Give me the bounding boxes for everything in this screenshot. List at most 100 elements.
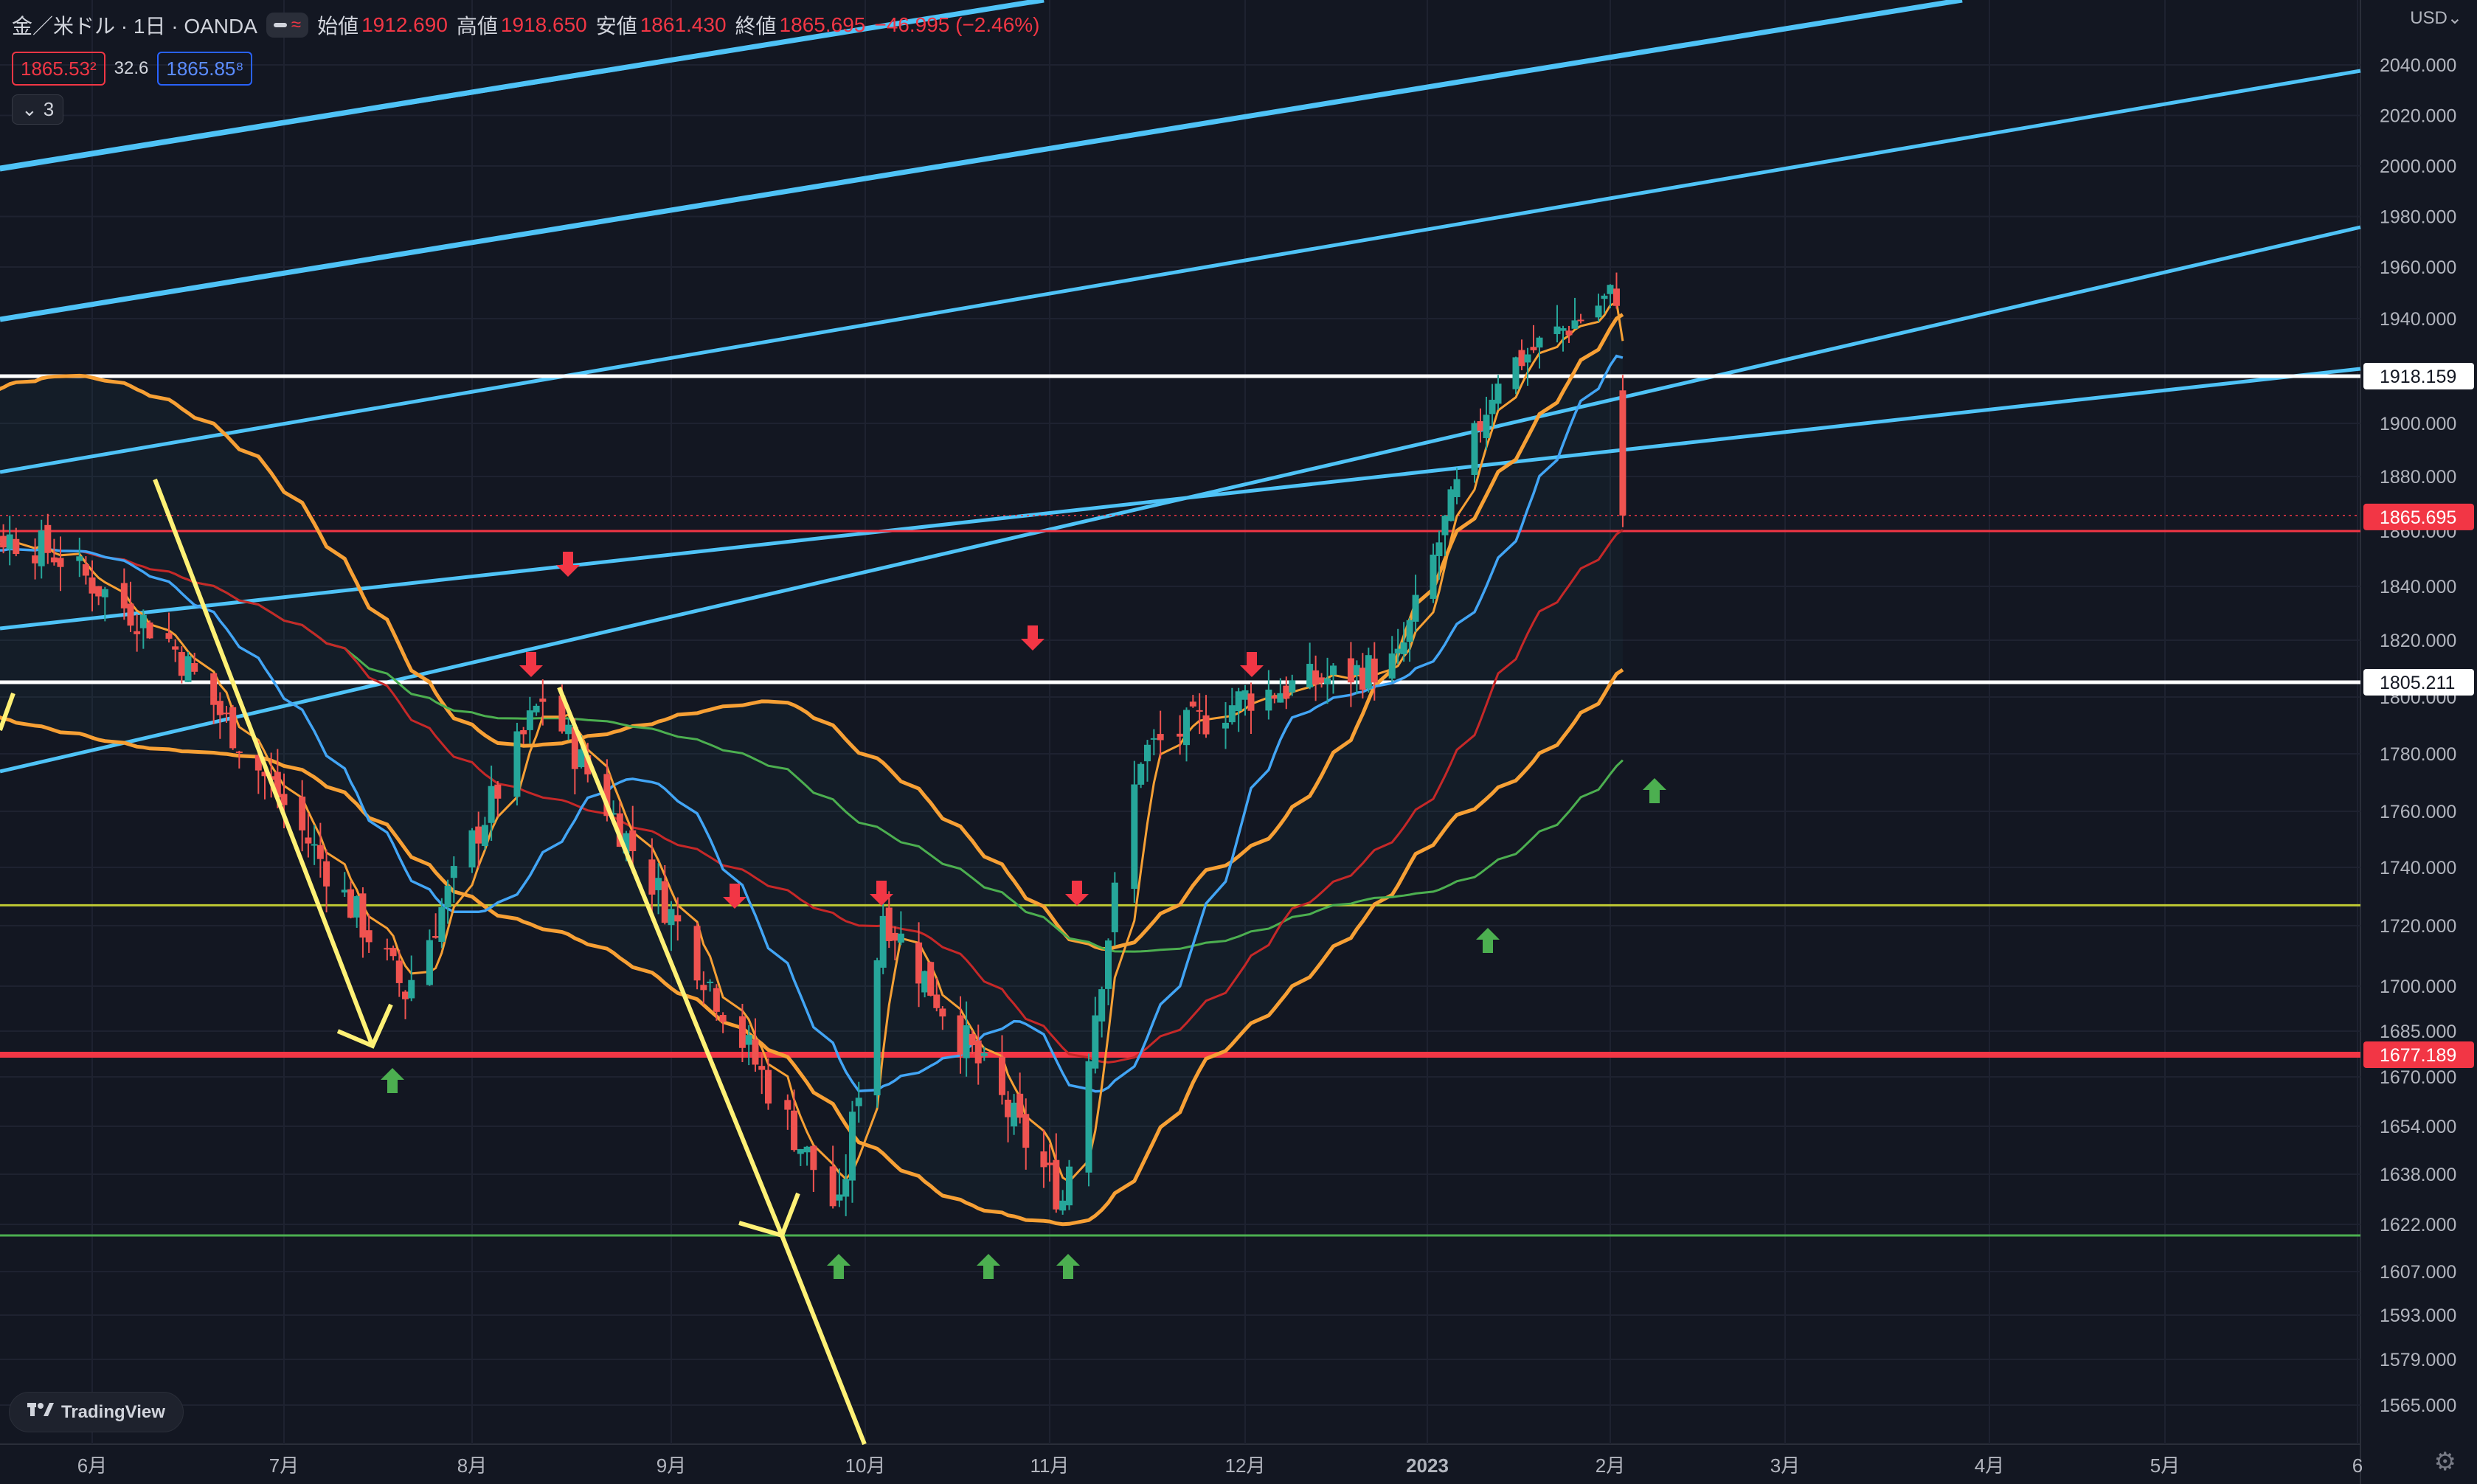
candle — [323, 849, 330, 913]
candle-body — [1235, 691, 1242, 712]
candle — [475, 811, 482, 868]
candle-body — [1518, 350, 1525, 367]
candle — [1489, 384, 1496, 427]
candle — [38, 519, 45, 579]
buy-marker-icon — [977, 1254, 1000, 1279]
candle — [1453, 468, 1461, 505]
spread-value: 32.6 — [114, 58, 149, 78]
candle-body — [191, 663, 198, 672]
candle — [526, 696, 533, 744]
chevron-down-icon: ⌄ — [21, 98, 38, 120]
candle-body — [299, 797, 306, 831]
candle-body — [1150, 738, 1157, 740]
price-axis-label: 1780.000 — [2380, 744, 2456, 765]
candle-body — [848, 1112, 856, 1181]
candle — [655, 863, 662, 915]
bollinger-upper-band — [0, 313, 1624, 951]
currency-selector[interactable]: USD⌄ — [2410, 8, 2462, 28]
candle-body — [1059, 1200, 1067, 1211]
candle — [1406, 617, 1413, 662]
ma-20-line — [0, 354, 1624, 1093]
high-label: 高値 — [456, 15, 498, 38]
candle-body — [648, 859, 656, 895]
buy-price-button[interactable]: 1865.85⁸ — [157, 52, 253, 86]
indicators-toggle-button[interactable]: ⌄ 3 — [12, 94, 64, 125]
candle-body — [752, 1039, 759, 1065]
candle — [432, 913, 440, 939]
time-axis-area — [0, 1444, 2360, 1484]
candle — [127, 581, 134, 632]
candle-body — [700, 985, 707, 991]
symbol-title[interactable]: 金／米ドル · 1日 · OANDA — [12, 15, 257, 38]
candle-body — [1347, 658, 1354, 683]
candle-body — [915, 942, 923, 984]
candle-body — [745, 1035, 752, 1045]
candle-body — [475, 826, 482, 844]
candle — [1359, 653, 1366, 698]
close-label: 終値 — [735, 15, 777, 38]
time-axis-label: 2月 — [1596, 1454, 1625, 1477]
candle — [389, 945, 397, 961]
sell-marker-icon — [519, 652, 543, 677]
candle-body — [558, 696, 566, 732]
legend-visibility-toggle[interactable]: ≈ — [266, 13, 309, 38]
candle-body — [1144, 744, 1151, 762]
candle — [1447, 486, 1455, 521]
price-axis-label: 1960.000 — [2380, 257, 2456, 278]
candle-body — [89, 577, 96, 594]
candle-body — [1441, 516, 1449, 535]
price-axis-label: 1654.000 — [2380, 1117, 2456, 1137]
candle — [1324, 657, 1331, 704]
candle — [1483, 396, 1490, 450]
candle — [891, 926, 898, 961]
candle-body — [229, 707, 237, 749]
candle — [1441, 515, 1449, 556]
candle — [842, 1154, 850, 1216]
candle — [341, 872, 348, 898]
candle-body — [450, 866, 457, 878]
candle-body — [57, 558, 64, 567]
quote-row: 1865.53² 32.6 1865.85⁸ — [12, 52, 253, 86]
candle — [879, 902, 887, 974]
candle — [738, 1004, 746, 1063]
low-value: 1861.430 — [640, 13, 727, 36]
tradingview-logo[interactable]: TradingView — [9, 1392, 184, 1432]
candle-body — [184, 656, 192, 682]
candle — [1412, 575, 1419, 632]
candle-body — [873, 960, 881, 1096]
candle — [565, 718, 572, 741]
candle — [629, 805, 637, 874]
time-axis-label: 6月 — [77, 1454, 107, 1477]
price-marker-box — [2363, 1041, 2474, 1068]
price-marker-label: 1805.211 — [2380, 673, 2455, 693]
candle — [305, 813, 312, 858]
sell-marker-icon — [1240, 652, 1264, 677]
candle-body — [842, 1179, 850, 1197]
candle — [32, 538, 39, 580]
sell-price-button[interactable]: 1865.53² — [12, 52, 105, 86]
price-axis-label: 1565.000 — [2380, 1395, 2456, 1416]
price-axis-label: 1880.000 — [2380, 467, 2456, 488]
candle-body — [1005, 1099, 1012, 1117]
candle-body — [120, 583, 128, 608]
price-axis-label: 1622.000 — [2380, 1215, 2456, 1235]
candle — [513, 722, 521, 806]
candle — [1092, 996, 1099, 1074]
buy-marker-icon — [1056, 1254, 1080, 1279]
candle — [520, 727, 527, 745]
price-axis-label: 1760.000 — [2380, 802, 2456, 822]
candle-body — [178, 652, 185, 676]
gear-icon[interactable]: ⚙ — [2433, 1448, 2456, 1476]
candle — [1565, 325, 1573, 344]
candle-body — [50, 557, 58, 563]
candle-body — [1085, 1061, 1092, 1173]
candle-body — [127, 603, 134, 626]
candle — [444, 879, 451, 924]
candle — [1111, 872, 1118, 946]
sell-marker-icon — [556, 552, 580, 577]
candle — [927, 961, 935, 996]
candle-body — [927, 962, 935, 996]
candle-body — [210, 673, 218, 705]
